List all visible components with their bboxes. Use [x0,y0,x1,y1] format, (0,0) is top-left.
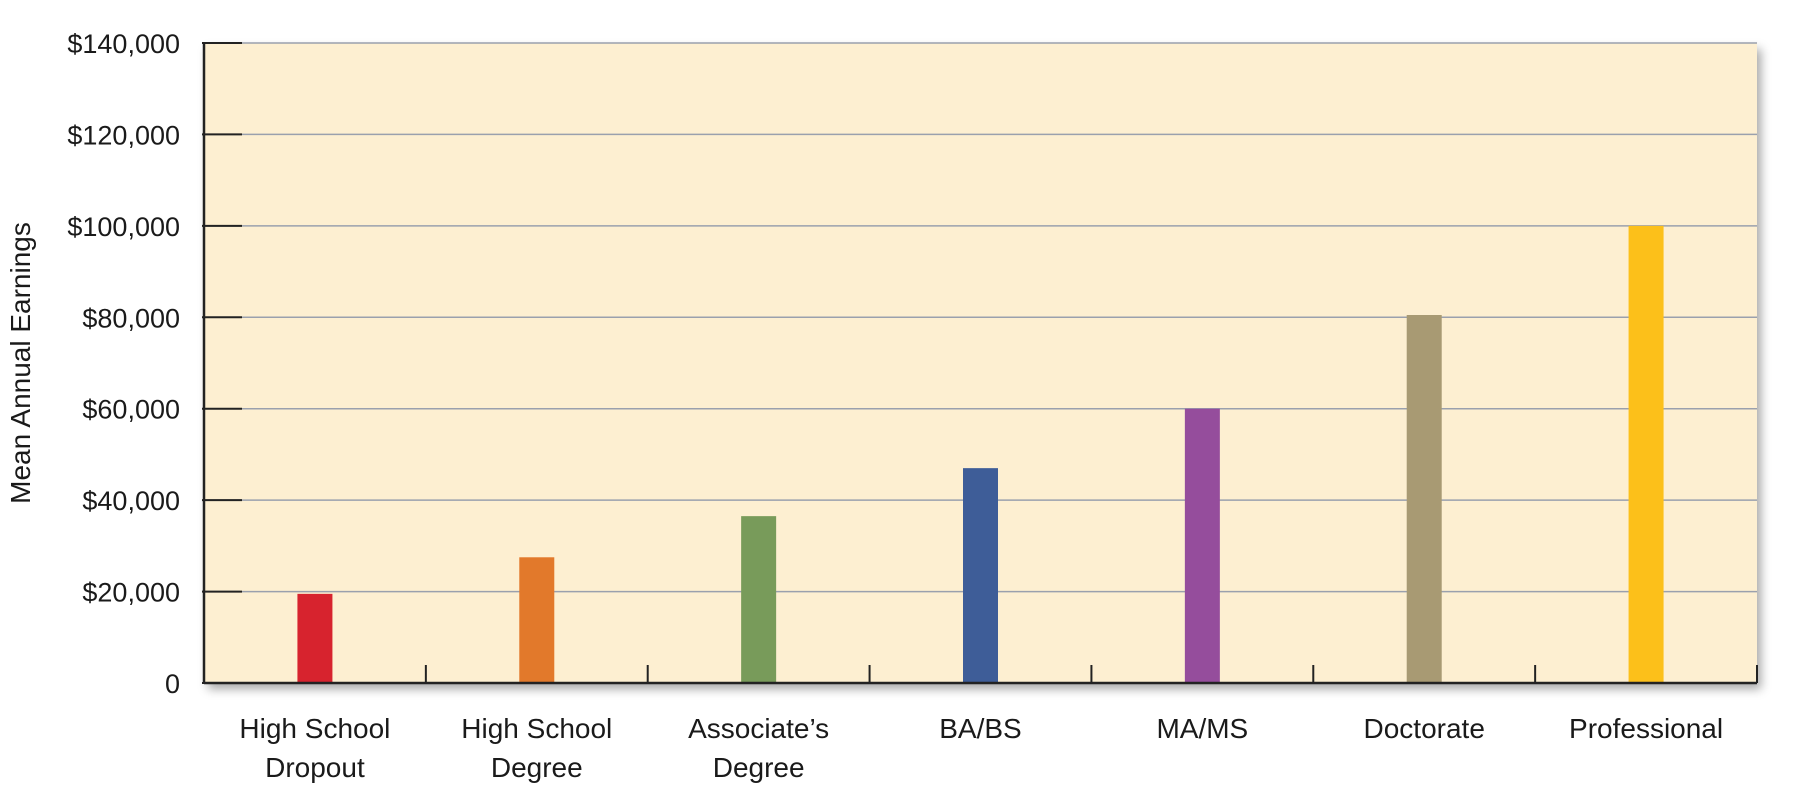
y-tick-label: 0 [165,669,180,699]
y-tick-label: $80,000 [82,303,180,333]
x-tick-label: Doctorate [1364,713,1485,744]
y-axis-title: Mean Annual Earnings [5,222,36,504]
y-tick-label: $140,000 [67,29,180,59]
y-tick-labels: 0 $20,000 $40,000 $60,000 $80,000 $100,000 $12… [67,29,180,699]
x-tick-label: High School Degree [461,713,612,783]
y-tick-label: $60,000 [82,395,180,425]
bar [963,468,998,683]
x-tick-label: High School Dropout [239,713,390,783]
axes [202,42,1758,685]
y-tick-label: $120,000 [67,120,180,150]
x-tick-label: MA/MS [1156,713,1248,744]
bar [1406,315,1442,683]
bar [1628,225,1664,683]
y-tick-label: $40,000 [82,486,180,516]
bar [297,593,333,683]
y-tick-label: $100,000 [67,212,180,242]
bar [519,557,555,683]
y-tick-label: $20,000 [82,578,180,608]
bar [1184,408,1220,683]
x-tick-label: Associate’s Degree [688,713,829,783]
bars [297,225,1664,683]
bar [741,516,777,683]
x-tick-label: Professional [1569,713,1723,744]
x-tick-label: BA/BS [939,713,1021,744]
x-tick-labels: High School Dropout High School Degree Assoc… [239,713,1723,783]
